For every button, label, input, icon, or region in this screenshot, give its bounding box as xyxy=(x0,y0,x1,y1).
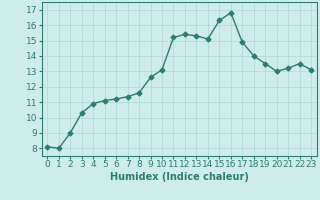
X-axis label: Humidex (Indice chaleur): Humidex (Indice chaleur) xyxy=(110,172,249,182)
